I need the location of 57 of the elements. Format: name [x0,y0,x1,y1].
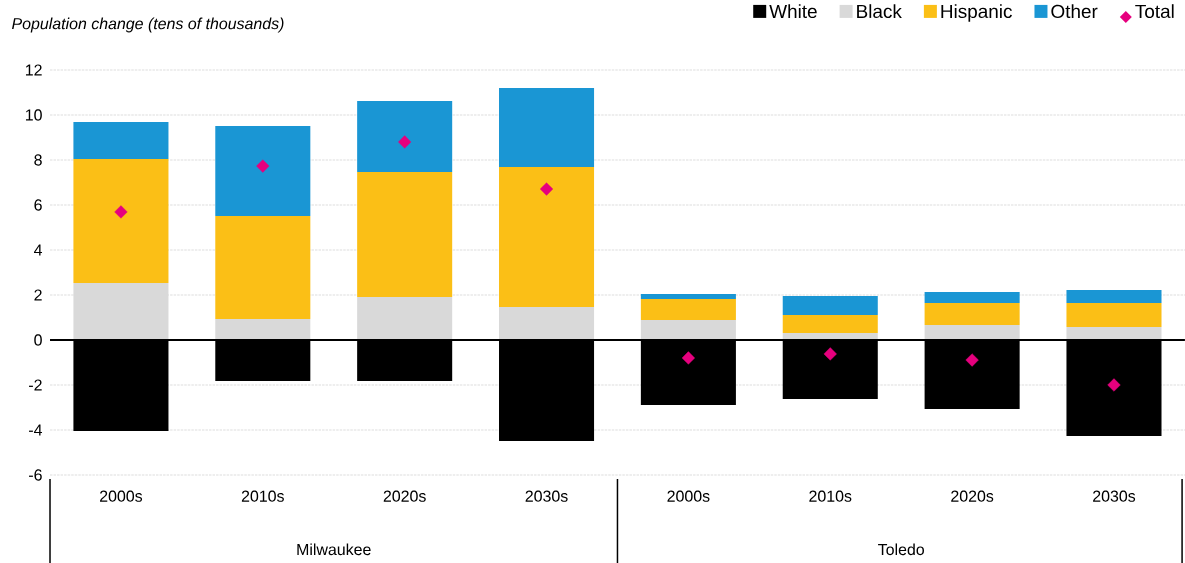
y-tick-label: 8 [34,154,42,166]
x-tick-label: 2010s [241,490,284,502]
bar [499,87,595,167]
bar [1066,303,1162,327]
y-tick-label: 2 [34,289,42,301]
x-tick-label: 2020s [951,490,994,502]
x-tick-label: 2030s [1093,490,1136,502]
bar [640,319,736,340]
y-tick-label: -4 [29,424,43,436]
text: Toledo [878,543,925,556]
x-tick-label: 2000s [667,490,710,502]
y-tick-label: 4 [33,244,43,256]
bar [73,121,169,160]
bar [357,297,453,340]
legend-label: Other [1051,4,1098,19]
legend-label: Total [1135,4,1174,19]
legend-label: Hispanic [941,4,1012,22]
bar [782,315,878,334]
legend-label: Black [857,4,902,19]
y-tick-label: -2 [29,379,42,391]
bar [357,171,453,298]
bar [640,299,736,320]
bar [924,324,1020,340]
bar [357,101,453,172]
bar [499,306,595,340]
y-tick-label: 12 [25,64,42,76]
bar [215,126,311,217]
bar [924,303,1020,325]
bar [1066,326,1162,340]
y-axis-title: Population change (tens of thousands) [12,17,284,33]
legend-label: White [769,4,817,19]
bar [499,166,595,307]
bar [215,319,311,340]
point [539,182,554,196]
point [1107,378,1121,392]
bar [1066,290,1162,304]
bar [924,292,1020,304]
x-tick-label: 2020s [383,490,426,502]
bar [215,216,311,320]
point [965,353,979,367]
y-tick-label: 0 [34,334,42,346]
bar [782,295,878,316]
text: Milwaukee [297,543,371,556]
x-tick-label: 2000s [100,490,143,502]
point [256,159,270,173]
bar [640,294,736,300]
point [681,351,695,365]
x-tick-label: 2030s [525,490,568,502]
y-tick-label: 10 [25,109,42,121]
y-tick-label: 6 [34,199,42,211]
point [823,347,837,361]
point [114,205,128,219]
bar [73,283,169,340]
y-tick-label: -6 [29,469,42,481]
x-tick-label: 2010s [809,490,852,502]
bar [73,159,169,284]
point [398,135,412,149]
